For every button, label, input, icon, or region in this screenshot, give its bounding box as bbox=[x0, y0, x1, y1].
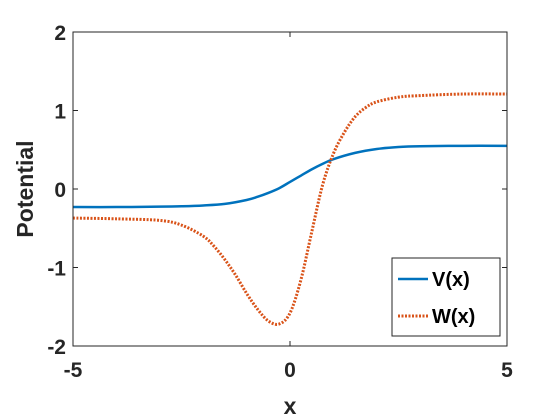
y-tick-label: 1 bbox=[54, 101, 66, 124]
x-tick-label: 5 bbox=[501, 359, 513, 382]
legend: V(x) W(x) bbox=[391, 257, 501, 337]
x-tick-label: -5 bbox=[64, 359, 83, 382]
y-tick-label: -1 bbox=[47, 258, 66, 281]
ticks-layer: -5 0 5 -2 -1 0 1 2 bbox=[47, 22, 513, 382]
y-tick-label: 2 bbox=[54, 22, 66, 45]
y-tick-label: 0 bbox=[54, 179, 66, 202]
x-axis-label: x bbox=[284, 393, 297, 419]
legend-label-v: V(x) bbox=[432, 269, 470, 291]
y-tick-label: -2 bbox=[47, 336, 66, 359]
x-tick-label: 0 bbox=[284, 359, 296, 382]
legend-label-w: W(x) bbox=[432, 306, 475, 328]
series-line-wx bbox=[72, 92, 508, 326]
series-layer bbox=[72, 92, 508, 326]
y-axis-label: Potential bbox=[12, 140, 38, 237]
legend-box bbox=[391, 257, 501, 337]
series-line-vx bbox=[72, 144, 508, 209]
